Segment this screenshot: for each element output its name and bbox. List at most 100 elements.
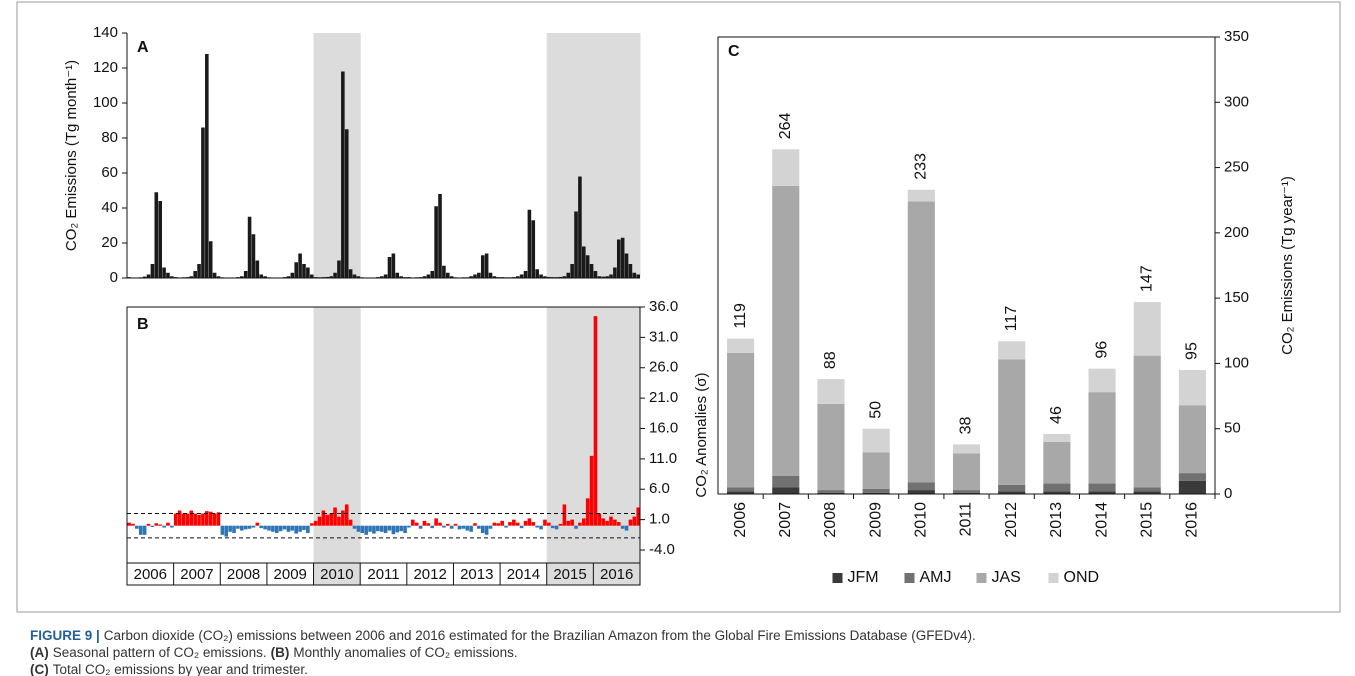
bar (154, 192, 159, 278)
bar (574, 525, 578, 529)
x-tick-label: 2015 (1138, 502, 1155, 538)
bar (379, 276, 384, 278)
total-label: 96 (1093, 341, 1110, 359)
highlight-band (546, 33, 594, 278)
bar (185, 513, 190, 526)
bar (543, 276, 547, 278)
bar (302, 264, 306, 278)
total-label: 88 (822, 351, 839, 369)
bar (558, 523, 563, 526)
bar-segment (1133, 302, 1161, 356)
y-tick-label: 11.0 (649, 450, 677, 467)
bar (158, 201, 162, 278)
bar (138, 525, 143, 535)
bar (488, 272, 493, 278)
bar-segment (1133, 491, 1161, 494)
bar (500, 520, 504, 526)
bar (547, 522, 551, 526)
bar (589, 264, 594, 278)
bar (325, 276, 330, 278)
bar (208, 511, 213, 526)
bar (208, 241, 213, 278)
bar (306, 525, 310, 533)
bar (422, 520, 427, 526)
bar-segment (817, 379, 845, 404)
bar (411, 519, 415, 526)
bar (566, 272, 571, 278)
bar (620, 525, 625, 529)
x-tick-label: 2010 (320, 566, 353, 583)
x-tick-label: 2010 (913, 502, 930, 538)
bar (539, 525, 543, 530)
bar (461, 525, 466, 529)
bar (562, 504, 567, 526)
caption-label: FIGURE 9 | (30, 628, 100, 643)
y-tick-label: 20 (101, 234, 118, 251)
bar (484, 253, 489, 278)
bar (624, 525, 629, 531)
bar (616, 522, 621, 526)
bar (414, 522, 419, 526)
panel-label: C (728, 43, 740, 60)
bar (519, 274, 524, 278)
bar (558, 276, 563, 278)
y-tick-label: -4.0 (649, 541, 675, 558)
bar (601, 276, 606, 278)
bar-segment (1043, 491, 1071, 494)
bar (383, 525, 388, 533)
bar (477, 272, 481, 278)
bar (247, 525, 252, 529)
bar (142, 276, 147, 278)
bar (609, 274, 613, 278)
bar (333, 507, 337, 526)
bar (473, 523, 477, 526)
bar (574, 211, 578, 278)
x-tick-label: 2015 (553, 566, 586, 583)
bar (434, 518, 438, 526)
highlight-band (546, 307, 594, 585)
bar (193, 271, 197, 278)
y-tick-label: 60 (101, 164, 118, 181)
bar (201, 127, 205, 278)
highlight-band (313, 307, 361, 585)
bar (166, 272, 170, 278)
bar (170, 276, 174, 278)
bar-segment (1178, 473, 1206, 481)
bar (391, 253, 396, 278)
bar (263, 276, 267, 278)
bar (181, 513, 186, 526)
bar-segment (817, 492, 845, 494)
bar (387, 525, 392, 531)
bar (337, 260, 341, 278)
bar (543, 519, 547, 526)
bar (240, 525, 244, 531)
bar (418, 525, 423, 529)
bar (636, 507, 640, 526)
bar (620, 237, 625, 278)
y-tick-label: 0 (110, 269, 118, 286)
y-axis-title: CO₂ Emissions (Tg month⁻¹) (63, 60, 80, 251)
bar (150, 525, 155, 527)
bar-segment (862, 488, 890, 493)
bar (597, 513, 602, 526)
bar (477, 525, 481, 529)
y-tick-label: 21.0 (649, 389, 678, 406)
bar-segment (1043, 483, 1071, 492)
bar-segment (1043, 433, 1071, 442)
y-tick-label: 140 (93, 24, 118, 41)
x-tick-label: 2008 (822, 502, 839, 538)
bar (306, 267, 310, 278)
bar (605, 520, 609, 526)
x-tick-label: 2007 (180, 566, 213, 583)
highlight-band (593, 307, 641, 585)
x-tick-label: 2016 (1184, 502, 1201, 538)
caption-part-text: Total CO₂ emissions by year and trimeste… (53, 662, 308, 676)
bar-segment (1088, 392, 1116, 484)
bar (177, 510, 182, 526)
bar (616, 239, 621, 278)
y-tick-label: 120 (93, 59, 118, 76)
bar (496, 523, 501, 526)
bar (593, 316, 598, 526)
bar-segment (998, 359, 1026, 485)
